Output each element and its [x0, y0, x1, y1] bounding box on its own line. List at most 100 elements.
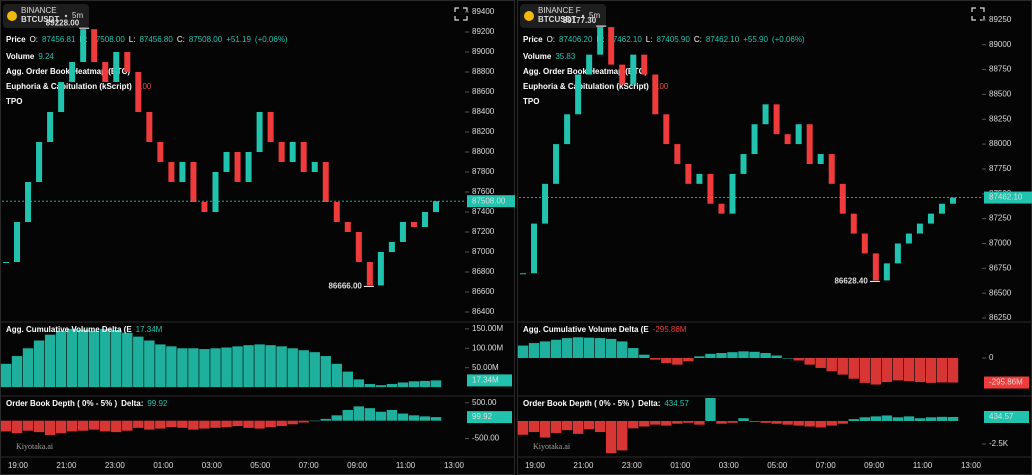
price-legend-part: 87508.00 [91, 35, 125, 44]
volume-legend-part: Volume [6, 52, 35, 61]
low-label: 86666.00 [328, 282, 362, 291]
volume-legend-part: 35.83 [555, 52, 576, 61]
candle [333, 202, 340, 222]
depth-bar [947, 416, 959, 421]
cvd-bar [342, 371, 353, 388]
candle [883, 263, 890, 281]
candle [575, 74, 582, 115]
x-tick-label: 23:00 [622, 461, 643, 470]
cvd-bar [925, 358, 937, 383]
cvd-bar [298, 350, 309, 388]
cvd-bar [705, 353, 716, 358]
price-legend-part: L: [129, 35, 136, 44]
price-legend-part: +51.19 [226, 35, 251, 44]
cvd-bar [914, 358, 926, 383]
y-tick-label: 87200 [472, 227, 495, 236]
depth-bar [705, 398, 716, 421]
candle [707, 173, 714, 204]
candle [520, 273, 526, 275]
y-tick-label: 87800 [472, 167, 495, 176]
y-tick-label: 87400 [472, 207, 495, 216]
cvd-bar [254, 344, 265, 388]
cvd-bar [309, 352, 320, 388]
depth-bar [430, 417, 442, 421]
last-value-box [467, 411, 512, 424]
heatmap-legend-part: Agg. Order Book Heatmap (BTC) [523, 67, 647, 76]
cvd-bar [517, 345, 529, 358]
cvd-legend-part: Agg. Cumulative Volume Delta (E [6, 325, 132, 334]
candle [564, 114, 571, 145]
y-tick-label: 86600 [472, 287, 495, 296]
price-legend-part: 87406.20 [559, 35, 593, 44]
candle [289, 142, 296, 162]
candle [91, 29, 98, 62]
candle [806, 124, 813, 164]
cvd-bar [771, 355, 782, 358]
cvd-bar [144, 340, 155, 388]
price-legend-part: (+0.06%) [255, 35, 288, 44]
tpo-legend: TPO [6, 97, 22, 106]
depth-bar [298, 420, 309, 423]
candle [718, 203, 725, 214]
price-legend-part: O: [547, 35, 555, 44]
exchange-icon [524, 11, 534, 21]
y-tick-label: 89250 [989, 15, 1012, 24]
tpo-legend-part: TPO [523, 97, 539, 106]
candle [762, 104, 769, 125]
candle [388, 242, 395, 252]
cvd-bar [331, 363, 342, 388]
candle [267, 112, 274, 142]
candle [256, 112, 263, 152]
last-price-box [467, 195, 515, 208]
x-tick-label: 19:00 [8, 461, 29, 470]
heatmap-legend-part: Agg. Order Book Heatmap (BTC) [6, 67, 130, 76]
candle [135, 72, 142, 112]
depth-bar [375, 411, 387, 421]
cvd-legend: Agg. Cumulative Volume Delta (E -295.86M [523, 325, 687, 334]
candle [784, 134, 791, 145]
cvd-bar [265, 345, 276, 388]
x-tick-label: 07:00 [299, 461, 320, 470]
x-tick-label: 09:00 [347, 461, 368, 470]
candle [652, 74, 659, 115]
y-tick-label: 89000 [472, 47, 495, 56]
cvd-bar [221, 347, 232, 388]
candle [399, 222, 406, 242]
y-tick-label: -500.00 [472, 434, 500, 443]
cvd-bar [782, 358, 793, 359]
candle [839, 183, 846, 214]
fullscreen-icon [971, 7, 985, 21]
candle [3, 262, 9, 263]
last-value-label: 17.34M [472, 376, 499, 385]
candle [190, 162, 197, 202]
candle [850, 213, 857, 234]
fullscreen-icon [454, 7, 468, 21]
depth-legend-part: Delta: [638, 399, 660, 408]
cvd-bar [0, 363, 12, 388]
y-tick-label: 88500 [989, 90, 1012, 99]
candle [740, 154, 747, 174]
candle [25, 182, 32, 222]
y-tick-label: 88000 [989, 139, 1012, 148]
symbol-badge [3, 4, 89, 28]
candle [421, 212, 428, 227]
cvd-bar [694, 356, 705, 358]
cvd-legend-part: -295.86M [653, 325, 687, 334]
cvd-bar [408, 381, 420, 388]
cvd-bar [364, 384, 376, 388]
candle [245, 152, 252, 182]
euphoria-legend: Euphoria & Capitulation (kScript) 0.00 [523, 82, 669, 91]
candle [630, 54, 637, 85]
depth-bar [606, 420, 617, 454]
watermark: Kiyotaka.ai [16, 442, 54, 451]
tpo-legend-part: TPO [6, 97, 22, 106]
candle [828, 154, 835, 184]
price-legend-part: L: [646, 35, 653, 44]
cvd-bar [44, 334, 56, 388]
cvd-bar [430, 380, 442, 388]
cvd-bar [111, 330, 122, 388]
candle [201, 202, 208, 212]
depth-bar [100, 420, 111, 432]
cvd-bar [760, 353, 771, 358]
depth-bar [826, 420, 837, 426]
